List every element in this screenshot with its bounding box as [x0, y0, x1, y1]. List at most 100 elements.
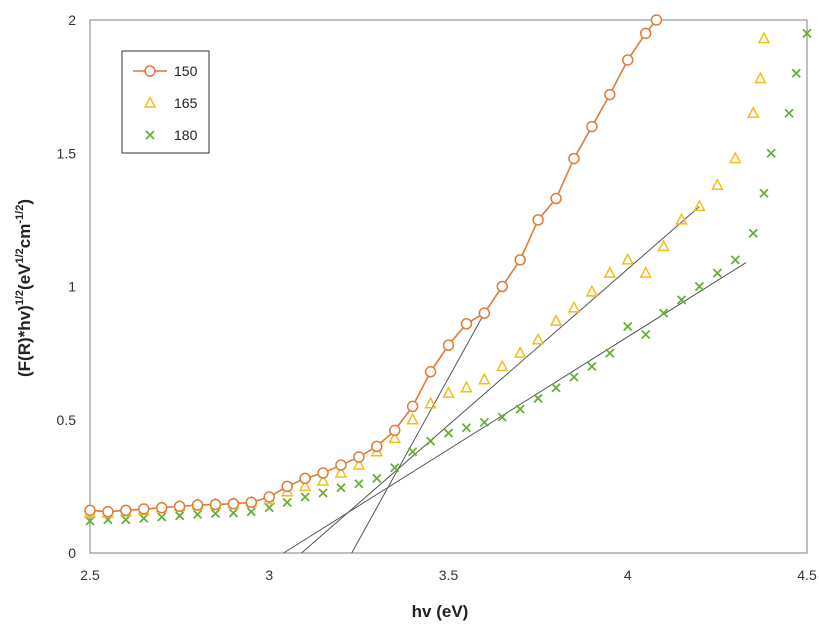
- data-point: [245, 496, 258, 509]
- y-tick-label: 1: [68, 279, 76, 295]
- data-point: [408, 447, 418, 457]
- data-point: [102, 505, 114, 518]
- data-point: [228, 508, 239, 518]
- y-title-exp3: -1/2: [14, 205, 26, 224]
- data-point: [551, 383, 561, 393]
- y-tick-label: 2: [68, 12, 76, 28]
- data-point: [424, 366, 437, 378]
- data-point: [754, 71, 767, 84]
- data-point: [155, 501, 168, 514]
- data-point: [246, 507, 256, 517]
- data-point: [479, 417, 489, 428]
- legend-marker: [144, 65, 156, 77]
- data-point: [603, 266, 617, 278]
- data-point: [210, 508, 221, 519]
- data-point: [533, 393, 543, 404]
- data-point: [623, 321, 633, 332]
- data-point: [496, 359, 509, 372]
- tangent-line: [283, 262, 747, 554]
- data-point: [748, 228, 758, 238]
- data-point: [138, 503, 150, 515]
- data-point: [174, 511, 185, 521]
- x-tick-label: 3: [265, 567, 273, 583]
- data-point: [121, 515, 131, 525]
- data-point: [675, 212, 688, 225]
- x-tick-label: 4: [624, 567, 632, 583]
- data-point: [729, 151, 742, 164]
- data-point: [586, 120, 598, 133]
- y-title-unit: cm: [15, 224, 34, 249]
- data-point: [650, 14, 663, 26]
- x-axis-ticks: 2.5 3 3.5 4 4.5: [80, 567, 817, 583]
- data-point: [621, 252, 634, 265]
- legend-box: [121, 50, 210, 154]
- legend-label: 165: [174, 95, 198, 111]
- data-point: [460, 380, 473, 393]
- data-point: [461, 423, 472, 433]
- data-point: [712, 268, 723, 278]
- data-point: [282, 497, 292, 508]
- data-point: [317, 467, 329, 479]
- data-point: [336, 483, 346, 493]
- data-point: [424, 396, 437, 409]
- data-point: [639, 27, 652, 40]
- data-point: [531, 332, 545, 345]
- data-point: [657, 239, 670, 252]
- y-tick-label: 0: [68, 545, 76, 561]
- data-point: [173, 500, 186, 513]
- data-point: [300, 492, 310, 502]
- data-point: [784, 108, 794, 118]
- data-point: [298, 479, 312, 492]
- series-layer: [83, 14, 812, 526]
- data-point: [759, 188, 769, 198]
- data-point: [425, 436, 436, 446]
- data-point: [120, 504, 132, 517]
- data-point: [587, 361, 597, 372]
- data-point: [335, 459, 347, 471]
- data-point: [757, 31, 771, 44]
- data-point: [730, 255, 740, 265]
- data-point: [406, 412, 419, 425]
- y-axis-title: (F(R)*hv)1/2(eV1/2cm-1/2): [14, 199, 34, 377]
- data-point: [388, 424, 401, 437]
- data-point: [281, 480, 293, 493]
- x-axis-title: hv (eV): [412, 602, 469, 621]
- data-point: [460, 318, 473, 330]
- data-point: [316, 473, 330, 486]
- data-point: [139, 513, 149, 523]
- data-point: [406, 400, 419, 413]
- data-point: [191, 499, 204, 511]
- data-point: [585, 284, 599, 297]
- data-point: [694, 281, 705, 292]
- data-point: [352, 457, 366, 470]
- x-tick-label: 2.5: [80, 567, 100, 583]
- data-point: [334, 465, 348, 478]
- data-point: [711, 178, 724, 190]
- y-tick-label: 1.5: [57, 145, 77, 161]
- data-point: [443, 428, 454, 438]
- y-title-main: (F(R)*hv): [15, 305, 34, 377]
- data-point: [622, 54, 634, 66]
- tangent-line: [351, 312, 485, 554]
- series-150: [84, 14, 663, 518]
- data-point: [497, 412, 507, 422]
- legend-item: 180: [145, 127, 198, 143]
- data-point: [676, 295, 687, 305]
- data-point: [192, 509, 203, 519]
- data-point: [802, 28, 812, 38]
- data-point: [390, 463, 400, 473]
- data-point: [515, 404, 525, 414]
- data-point: [568, 152, 580, 165]
- legend-label: 180: [174, 127, 198, 143]
- data-point: [353, 451, 365, 463]
- data-point: [318, 488, 328, 498]
- legend: 150 165 180: [121, 50, 210, 154]
- data-point: [496, 280, 509, 293]
- data-point: [604, 88, 616, 101]
- data-point: [209, 498, 222, 511]
- data-point: [766, 148, 776, 158]
- y-title-exp2: 1/2: [14, 248, 26, 263]
- x-tick-label: 3.5: [439, 567, 459, 583]
- legend-marker: [145, 130, 155, 140]
